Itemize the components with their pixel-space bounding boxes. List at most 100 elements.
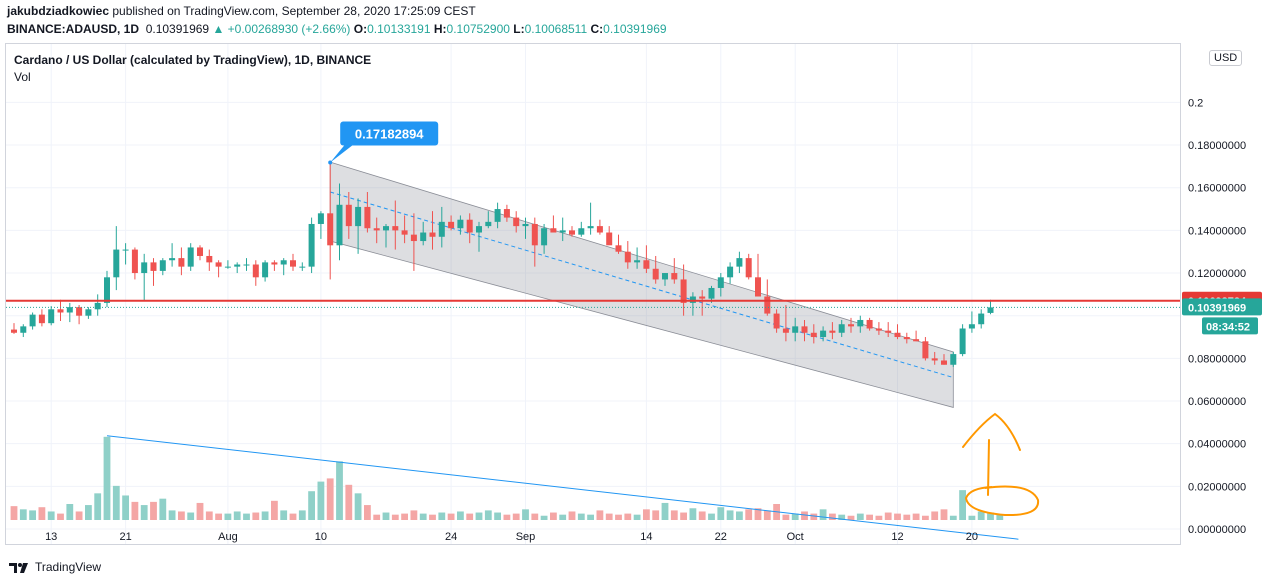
candle-body bbox=[848, 324, 854, 327]
symbol-summary: BINANCE:ADAUSD, 1D 0.10391969 ▲ +0.00268… bbox=[7, 22, 667, 36]
volume-bar bbox=[708, 513, 715, 520]
y-tick-label: 0.06000000 bbox=[1188, 396, 1246, 408]
volume-bar bbox=[856, 513, 864, 520]
volume-bar bbox=[438, 512, 446, 520]
candle-body bbox=[922, 341, 929, 359]
x-tick-label: 12 bbox=[891, 531, 903, 543]
volume-bar bbox=[178, 511, 185, 520]
volume-bar bbox=[47, 511, 55, 520]
candle-body bbox=[662, 273, 668, 280]
callout-label: 0.17182894 bbox=[355, 126, 424, 141]
candle-body bbox=[252, 264, 259, 278]
x-tick-label: Sep bbox=[516, 531, 536, 543]
chart-title: Cardano / US Dollar (calculated by Tradi… bbox=[14, 53, 372, 67]
candle-body bbox=[875, 328, 882, 331]
candle-body bbox=[66, 307, 73, 313]
volume-bar bbox=[391, 514, 399, 520]
volume-bar bbox=[819, 509, 827, 520]
symbol-label: BINANCE:ADAUSD, 1D bbox=[7, 22, 140, 36]
x-tick-label: Oct bbox=[787, 531, 804, 543]
candle-body bbox=[308, 223, 315, 267]
volume-bar bbox=[652, 510, 660, 520]
candle-body bbox=[336, 204, 343, 246]
volume-bar bbox=[429, 514, 436, 520]
candle-body bbox=[522, 223, 529, 227]
volume-bar bbox=[140, 505, 148, 520]
open-value: 0.10133191 bbox=[367, 22, 431, 36]
volume-bar bbox=[884, 512, 892, 520]
volume-bar bbox=[866, 514, 873, 520]
candle-body bbox=[48, 309, 55, 324]
volume-bar bbox=[447, 513, 455, 520]
volume-bar bbox=[624, 513, 632, 520]
candle-body bbox=[773, 313, 780, 329]
x-tick-label: 22 bbox=[715, 531, 727, 543]
volume-bar bbox=[615, 514, 622, 520]
author-name[interactable]: jakubdziadkowiec bbox=[7, 4, 110, 18]
volume-bar bbox=[661, 502, 669, 520]
candle-body bbox=[987, 307, 994, 313]
candle-body bbox=[801, 326, 808, 333]
candle-body bbox=[438, 221, 445, 237]
last-price-tag-bg bbox=[1182, 298, 1262, 316]
volume-bar bbox=[540, 515, 548, 520]
volume-bar bbox=[829, 513, 836, 520]
currency-button[interactable]: USD bbox=[1209, 50, 1243, 66]
channel-midline bbox=[330, 191, 954, 379]
candle-body bbox=[38, 314, 45, 324]
volume-bar bbox=[810, 513, 818, 520]
volume-bar bbox=[131, 501, 139, 520]
callout-anchor bbox=[328, 160, 333, 165]
candle-body bbox=[531, 223, 538, 246]
volume-bar bbox=[680, 512, 687, 520]
tradingview-logo-icon bbox=[9, 563, 28, 573]
candle-body bbox=[903, 337, 910, 340]
volume-bar bbox=[596, 510, 604, 520]
volume-bar bbox=[382, 512, 390, 520]
footer-brand[interactable]: TradingView bbox=[8, 560, 101, 574]
candle-body bbox=[699, 296, 706, 299]
regression-channel bbox=[329, 161, 954, 408]
candle-body bbox=[476, 226, 482, 233]
candle-body bbox=[513, 217, 520, 227]
volume-bar bbox=[289, 513, 297, 520]
volume-bar bbox=[410, 510, 418, 520]
annotations: 0.17182894 bbox=[328, 121, 1040, 517]
candle-body bbox=[587, 226, 594, 229]
volume-bar bbox=[587, 514, 594, 520]
x-tick-label: 20 bbox=[966, 531, 978, 543]
volume-bar bbox=[168, 510, 176, 520]
candle-body bbox=[596, 226, 603, 233]
y-tick-label: 0.02000000 bbox=[1188, 481, 1246, 493]
close-label: C: bbox=[590, 22, 604, 36]
candle-body bbox=[885, 330, 892, 333]
volume-bar bbox=[968, 515, 976, 520]
volume-bar bbox=[698, 511, 706, 520]
candle-body bbox=[392, 226, 399, 231]
candle-body bbox=[113, 249, 120, 278]
volume-bar bbox=[261, 511, 269, 520]
candle-body bbox=[615, 245, 622, 252]
candle-body bbox=[931, 358, 938, 361]
volume-bar bbox=[782, 514, 790, 520]
volume-bar bbox=[745, 509, 753, 520]
candle-body bbox=[894, 332, 901, 338]
volume-bar bbox=[336, 461, 343, 520]
candle-body bbox=[838, 324, 845, 333]
volume-bar bbox=[215, 513, 222, 520]
volume-bar bbox=[922, 515, 929, 520]
candle-body bbox=[448, 221, 455, 229]
volume-bar bbox=[103, 436, 111, 520]
candle-body bbox=[364, 206, 371, 229]
candle-body bbox=[755, 277, 761, 297]
callout-box bbox=[340, 121, 439, 146]
candle-body bbox=[159, 260, 166, 271]
candle-body bbox=[355, 206, 362, 227]
volume-bar bbox=[159, 498, 167, 520]
volume-bar bbox=[419, 513, 427, 520]
candle-body bbox=[131, 249, 138, 274]
volume-bar bbox=[94, 493, 102, 520]
volume-bar bbox=[503, 514, 511, 520]
volume-bar bbox=[736, 511, 743, 520]
